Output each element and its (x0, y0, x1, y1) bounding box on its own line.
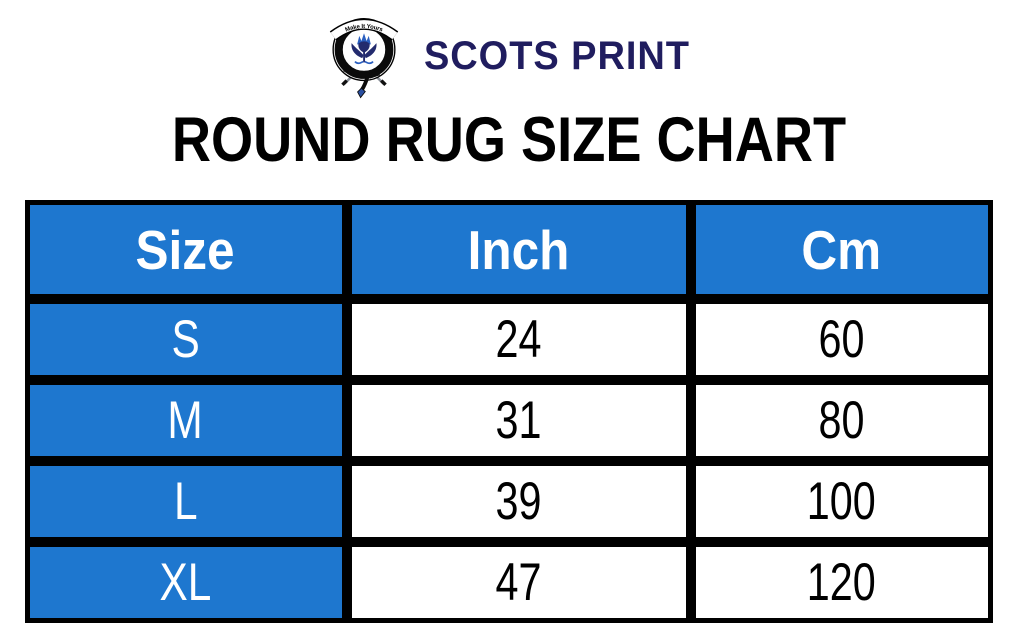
table-header-row: Size Inch Cm (24, 200, 993, 299)
thistle-icon (351, 33, 377, 65)
column-header-inch: Inch (346, 200, 691, 299)
brand-name-text: SCOTS PRINT (423, 33, 690, 78)
cm-cell: 80 (690, 380, 993, 461)
strap-tip (356, 87, 366, 99)
cm-cell-text: 120 (807, 553, 876, 612)
cm-cell: 60 (690, 299, 993, 380)
cm-cell-text: 80 (818, 391, 865, 450)
size-cell: L (24, 461, 347, 542)
brand-name: SCOTS PRINT (417, 34, 697, 79)
size-cell: M (24, 380, 347, 461)
size-cell-text: XL (159, 553, 212, 612)
clan-crest-logo-icon: Make It Yours (329, 18, 398, 99)
inch-cell-text: 47 (495, 553, 542, 612)
inch-cell: 31 (346, 380, 691, 461)
page-title-text: ROUND RUG SIZE CHART (171, 105, 846, 175)
size-cell-text: M (167, 391, 204, 450)
inch-cell-text: 31 (495, 391, 542, 450)
cm-cell: 120 (690, 542, 993, 623)
belt-buckle-icon (342, 65, 380, 99)
brand-header: Make It Yours SCOTS PRINT (0, 0, 1017, 102)
cm-cell: 100 (690, 461, 993, 542)
column-header-size: Size (24, 200, 347, 299)
size-cell-text: S (171, 310, 200, 369)
table-row: S 24 60 (24, 299, 993, 380)
size-cell-text: L (173, 472, 198, 531)
column-header-cm-text: Cm (801, 218, 882, 281)
column-header-cm: Cm (690, 200, 993, 299)
page-title: ROUND RUG SIZE CHART (0, 108, 1017, 172)
banner-ribbon: Make It Yours (329, 18, 398, 41)
inch-cell: 39 (346, 461, 691, 542)
size-cell: S (24, 299, 347, 380)
table-row: M 31 80 (24, 380, 993, 461)
brand-logo-badge: Make It Yours (321, 11, 407, 101)
inch-cell: 24 (346, 299, 691, 380)
column-header-inch-text: Inch (467, 218, 570, 281)
svg-text:Make It Yours: Make It Yours (344, 24, 384, 34)
cm-cell-text: 60 (818, 310, 865, 369)
inch-cell: 47 (346, 542, 691, 623)
column-header-size-text: Size (135, 218, 236, 281)
logo-tagline: Make It Yours (344, 24, 384, 34)
table-row: L 39 100 (24, 461, 993, 542)
size-chart-table: Size Inch Cm S 24 60 (24, 200, 993, 623)
inch-cell-text: 39 (495, 472, 542, 531)
inch-cell-text: 24 (495, 310, 542, 369)
table-row: XL 47 120 (24, 542, 993, 623)
size-cell: XL (24, 542, 347, 623)
cm-cell-text: 100 (807, 472, 876, 531)
